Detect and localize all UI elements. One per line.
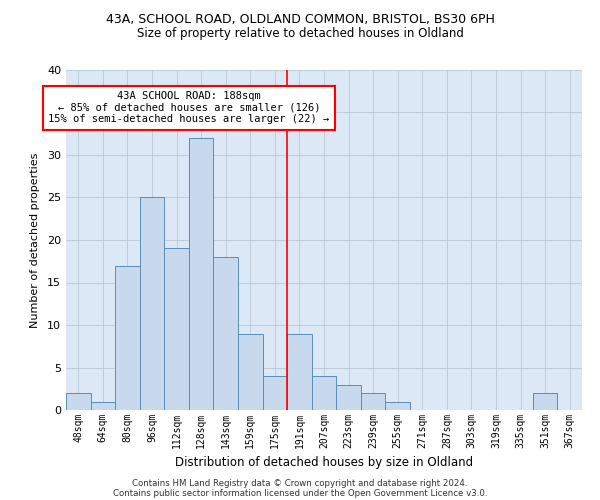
Bar [361, 393, 385, 410]
Bar [263, 376, 287, 410]
Bar [312, 376, 336, 410]
Y-axis label: Number of detached properties: Number of detached properties [30, 152, 40, 328]
Bar [189, 138, 214, 410]
Bar [140, 198, 164, 410]
X-axis label: Distribution of detached houses by size in Oldland: Distribution of detached houses by size … [175, 456, 473, 469]
Bar [287, 334, 312, 410]
Bar [336, 384, 361, 410]
Bar [164, 248, 189, 410]
Text: 43A SCHOOL ROAD: 188sqm
← 85% of detached houses are smaller (126)
15% of semi-d: 43A SCHOOL ROAD: 188sqm ← 85% of detache… [48, 91, 329, 124]
Bar [214, 257, 238, 410]
Text: Contains HM Land Registry data © Crown copyright and database right 2024.: Contains HM Land Registry data © Crown c… [132, 478, 468, 488]
Text: Size of property relative to detached houses in Oldland: Size of property relative to detached ho… [137, 28, 463, 40]
Bar [91, 402, 115, 410]
Bar [115, 266, 140, 410]
Text: Contains public sector information licensed under the Open Government Licence v3: Contains public sector information licen… [113, 488, 487, 498]
Bar [66, 393, 91, 410]
Bar [533, 393, 557, 410]
Text: 43A, SCHOOL ROAD, OLDLAND COMMON, BRISTOL, BS30 6PH: 43A, SCHOOL ROAD, OLDLAND COMMON, BRISTO… [106, 12, 494, 26]
Bar [385, 402, 410, 410]
Bar [238, 334, 263, 410]
